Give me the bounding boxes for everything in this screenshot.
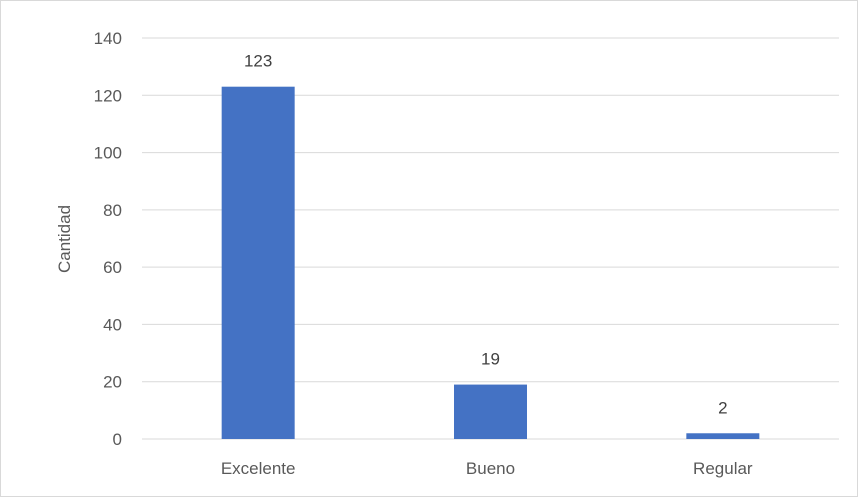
- y-tick-label: 40: [103, 315, 122, 334]
- data-label-bueno: 19: [481, 350, 500, 369]
- y-tick-label: 20: [103, 373, 122, 392]
- bar-excelente: [221, 86, 295, 439]
- x-axis-tick-labels: Excelente Bueno Regular: [221, 459, 753, 478]
- y-axis-title: Cantidad: [55, 205, 74, 273]
- y-axis-tick-labels: 0 20 40 60 80 100 120 140: [94, 29, 122, 449]
- y-tick-label: 60: [103, 258, 122, 277]
- x-tick-label-regular: Regular: [693, 459, 753, 478]
- data-label-excelente: 123: [244, 52, 272, 71]
- y-tick-label: 140: [94, 29, 122, 48]
- bars: [221, 86, 760, 439]
- data-label-regular: 2: [718, 398, 727, 417]
- y-tick-label: 100: [94, 144, 122, 163]
- x-tick-label-bueno: Bueno: [466, 459, 515, 478]
- x-tick-label-excelente: Excelente: [221, 459, 296, 478]
- y-tick-label: 80: [103, 201, 122, 220]
- bar-regular: [686, 433, 760, 439]
- data-labels: 123 19 2: [244, 52, 728, 418]
- y-tick-label: 120: [94, 86, 122, 105]
- y-tick-label: 0: [113, 430, 122, 449]
- bar-bueno: [454, 384, 527, 439]
